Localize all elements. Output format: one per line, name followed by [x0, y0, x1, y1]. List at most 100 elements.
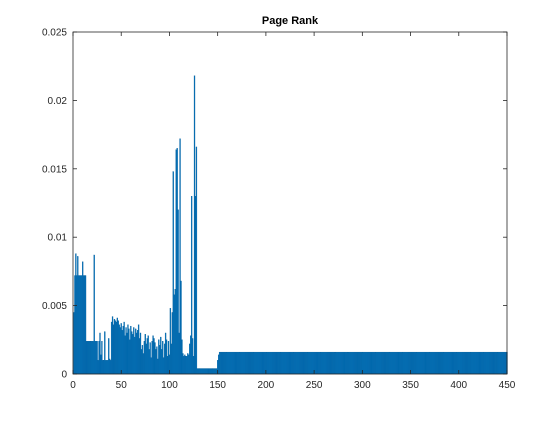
bar	[418, 351, 420, 375]
bar	[144, 334, 146, 375]
bar	[307, 351, 309, 375]
bar	[160, 336, 162, 375]
bar	[177, 209, 179, 375]
axes-frame	[72, 31, 508, 375]
bar	[214, 368, 216, 375]
bar	[205, 368, 207, 375]
x-tick-label: 100	[161, 380, 178, 391]
bar	[316, 351, 318, 375]
bar	[80, 275, 82, 375]
bar	[201, 368, 203, 375]
bar	[156, 346, 158, 375]
bar	[392, 351, 394, 375]
bar	[431, 351, 433, 375]
bar	[269, 351, 271, 375]
bar	[357, 351, 360, 375]
bar	[394, 351, 396, 375]
bar	[359, 351, 362, 375]
bar	[448, 351, 450, 375]
bar	[279, 351, 281, 375]
bar	[297, 351, 299, 375]
bar	[262, 351, 264, 375]
y-tick-label: 0.025	[42, 28, 67, 39]
bar	[481, 351, 483, 375]
x-tick-label: 50	[116, 380, 128, 391]
bar	[325, 351, 327, 375]
bar	[439, 351, 442, 375]
bar	[192, 356, 195, 375]
y-tick-label: 0.015	[42, 164, 67, 175]
bar	[314, 351, 316, 375]
bar	[218, 351, 221, 375]
bar	[188, 354, 190, 375]
bar	[364, 351, 366, 375]
bar	[170, 343, 172, 375]
bar	[494, 351, 497, 375]
bar	[381, 351, 384, 375]
x-tick-label: 450	[499, 380, 516, 391]
bar	[277, 351, 280, 375]
bar	[379, 351, 381, 375]
bar	[295, 351, 297, 375]
bar	[323, 351, 325, 375]
bar	[457, 351, 459, 375]
bar	[321, 351, 323, 375]
bar	[342, 351, 344, 375]
bar	[383, 351, 386, 375]
bar	[303, 351, 306, 375]
bar	[281, 351, 283, 375]
bar	[140, 349, 143, 375]
bar	[106, 360, 108, 375]
bar	[138, 338, 141, 375]
bar	[312, 351, 314, 375]
bar	[101, 341, 103, 375]
bar	[123, 321, 125, 375]
bar	[403, 351, 405, 375]
bar	[212, 368, 214, 375]
bar	[92, 341, 94, 375]
bar	[390, 351, 392, 375]
bar	[329, 351, 332, 375]
bar	[429, 351, 431, 375]
bar	[257, 351, 259, 375]
bar	[460, 351, 462, 375]
bar	[344, 351, 346, 375]
x-tick-label: 0	[70, 380, 76, 391]
bar	[368, 351, 370, 375]
bar	[299, 351, 301, 375]
bar	[173, 294, 175, 375]
bar	[97, 360, 99, 375]
bar	[468, 351, 471, 375]
bar	[210, 368, 212, 375]
bar	[411, 351, 414, 375]
bar	[288, 351, 290, 375]
bar	[127, 324, 129, 375]
bar	[385, 351, 388, 375]
bar	[340, 351, 342, 375]
bar	[451, 351, 453, 375]
bar	[266, 351, 268, 375]
bar	[305, 351, 308, 375]
bar	[463, 351, 466, 375]
bar	[477, 351, 479, 375]
x-tick-label: 150	[209, 380, 226, 391]
bar	[427, 351, 429, 375]
bar	[83, 275, 86, 375]
x-tick-label: 250	[306, 380, 323, 391]
bar	[503, 351, 505, 375]
bar	[234, 351, 236, 375]
bar	[425, 351, 427, 375]
bar	[496, 351, 498, 375]
bar	[88, 341, 91, 375]
bar	[260, 351, 262, 375]
bar	[151, 341, 153, 375]
bar	[179, 138, 181, 375]
bar	[121, 330, 123, 375]
bar	[271, 351, 273, 375]
bar	[366, 351, 368, 375]
bar	[199, 368, 201, 375]
bar	[86, 341, 89, 375]
bar	[90, 341, 92, 375]
x-tick-label: 350	[402, 380, 419, 391]
